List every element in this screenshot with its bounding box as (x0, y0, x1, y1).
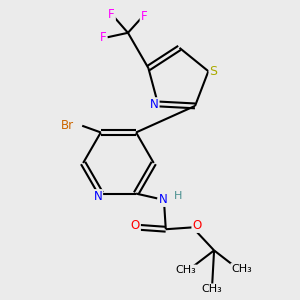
Text: Br: Br (61, 119, 74, 132)
Text: CH₃: CH₃ (176, 266, 196, 275)
Text: F: F (108, 8, 115, 21)
Text: O: O (131, 219, 140, 232)
Text: N: N (93, 190, 102, 203)
Text: S: S (210, 65, 218, 78)
Text: O: O (192, 219, 202, 232)
Text: N: N (159, 193, 168, 206)
Text: F: F (141, 10, 147, 23)
Text: CH₃: CH₃ (231, 264, 252, 274)
Text: CH₃: CH₃ (202, 284, 223, 294)
Text: H: H (174, 191, 182, 201)
Text: N: N (150, 98, 159, 111)
Text: F: F (100, 31, 106, 44)
